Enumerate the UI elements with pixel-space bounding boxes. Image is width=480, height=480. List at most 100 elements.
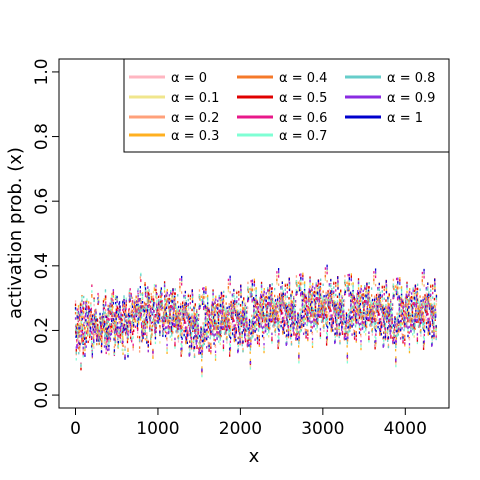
data-point [277,346,279,350]
data-point [164,326,167,330]
data-point [241,341,243,345]
data-point [115,310,118,314]
data-point [201,350,203,353]
data-point [185,332,188,335]
data-point [190,323,192,326]
data-point [180,309,182,312]
data-point [190,345,193,348]
data-point [167,304,169,307]
data-point [214,333,216,336]
data-point [182,306,185,309]
data-point [218,332,220,336]
data-point [262,299,265,303]
data-point [82,306,84,309]
data-point [77,330,79,334]
data-point [157,319,160,322]
data-point [246,329,248,332]
data-point [241,339,243,343]
data-point [150,316,152,320]
data-point [121,343,123,346]
data-point [125,305,127,308]
data-point [81,339,83,342]
data-point [185,334,188,337]
data-point [89,333,92,336]
data-points [74,264,438,378]
data-point [104,315,106,318]
data-point [136,317,139,321]
data-point [110,303,112,306]
data-point [186,316,188,319]
data-point [137,321,140,324]
data-point [138,336,141,339]
data-point [87,329,89,332]
data-point [231,293,234,296]
data-point [261,334,264,338]
data-point [217,321,220,325]
data-point [213,327,215,330]
data-point [174,301,176,304]
data-point [185,307,188,311]
data-point [105,303,107,307]
data-point [139,310,141,313]
data-point [128,307,130,311]
data-point [152,311,154,315]
data-point [219,333,221,337]
data-point [99,314,101,317]
data-point [131,309,134,313]
data-point [102,328,104,332]
data-point [169,319,171,322]
data-point [151,299,153,303]
data-point [251,283,254,286]
data-point [165,299,167,302]
data-point [148,314,151,317]
data-point [167,331,170,334]
data-point [220,304,222,307]
data-point [229,322,231,325]
data-point [274,287,276,291]
data-point [165,314,167,318]
data-point [129,323,132,327]
data-point [102,308,105,311]
data-point [166,337,168,340]
data-point [104,311,106,314]
data-point [147,340,149,344]
data-point [214,308,216,312]
data-point [77,316,79,319]
data-point [143,303,146,307]
data-point [180,329,183,333]
data-point [117,315,120,318]
data-point [276,301,279,305]
data-point [171,293,173,296]
data-point [76,327,79,330]
data-point [214,355,217,359]
data-point [81,317,83,321]
data-point [108,341,110,344]
data-point [171,318,174,321]
data-point [239,340,241,344]
data-point [135,303,138,307]
data-point [80,322,82,326]
data-point [115,330,117,333]
data-point [125,332,127,335]
data-point [141,306,143,309]
data-point [132,332,134,335]
data-point [105,297,107,300]
data-point [165,309,167,312]
data-point [217,299,219,303]
data-point [93,322,95,326]
data-point [83,311,85,314]
data-point [208,347,210,351]
data-point [77,323,79,327]
data-point [196,346,198,349]
data-point [104,330,106,334]
data-point [171,328,173,331]
data-point [80,367,82,371]
data-point [217,324,219,328]
data-point [80,307,82,311]
data-point [220,334,222,338]
data-point [132,311,135,314]
data-point [126,340,129,344]
data-point [253,288,256,291]
data-point [207,320,210,324]
data-point [115,328,117,331]
